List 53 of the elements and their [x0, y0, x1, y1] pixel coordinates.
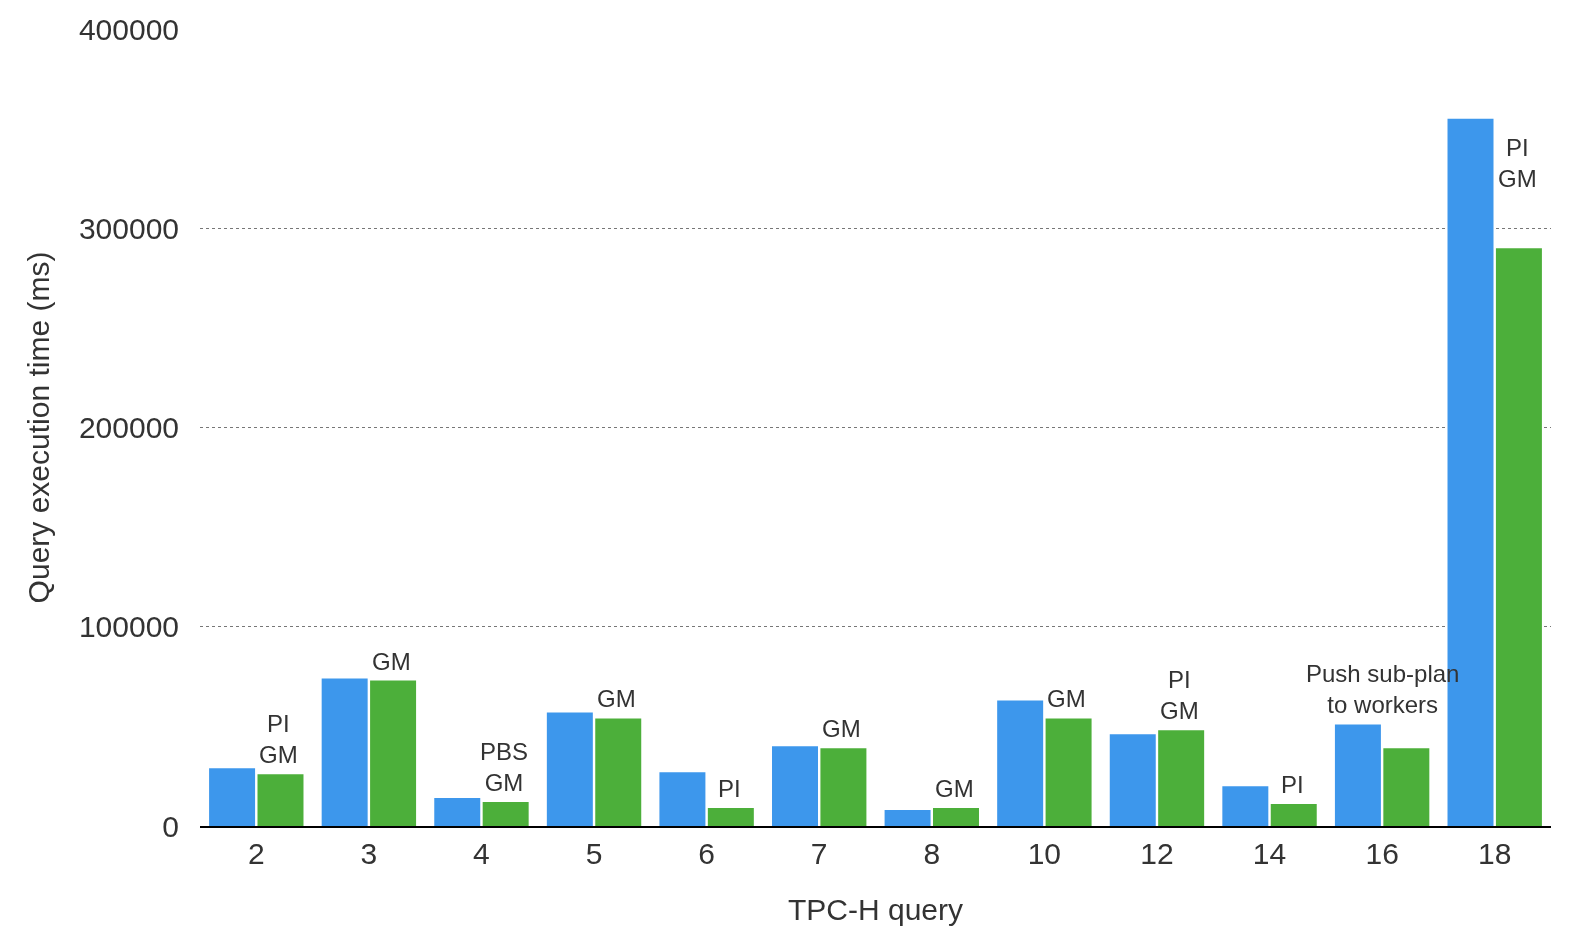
y-tick-label: 0 [162, 809, 179, 843]
y-tick-label: 300000 [78, 211, 179, 245]
bar [1334, 724, 1381, 826]
bar [933, 808, 979, 826]
bar [257, 774, 304, 826]
bar [820, 748, 867, 826]
x-tick-label: 4 [473, 837, 490, 870]
x-tick-label: 3 [360, 837, 378, 870]
bar [997, 700, 1044, 826]
bar [1109, 734, 1156, 826]
x-tick-label: 5 [585, 837, 603, 870]
x-tick-label: 10 [1027, 837, 1062, 870]
annotation: PI GM [1498, 134, 1537, 193]
x-tick-label: 16 [1365, 837, 1399, 870]
x-tick-label: 12 [1140, 837, 1174, 870]
annotation: PI GM [1160, 666, 1199, 725]
annotation: GM [1047, 685, 1086, 712]
annotation: PBS GM [480, 738, 529, 797]
y-tick-label: 200000 [78, 411, 179, 444]
bar [321, 678, 368, 826]
x-tick-label: 6 [698, 837, 715, 870]
annotation: PI [718, 775, 741, 802]
x-axis-title: TPC-H query [787, 893, 964, 926]
bar [772, 746, 818, 826]
bar [1270, 804, 1317, 826]
bar [1222, 786, 1269, 826]
bar [209, 768, 256, 826]
annotation: PI GM [259, 710, 298, 769]
x-tick-label: 2 [247, 837, 265, 870]
bar [659, 772, 706, 826]
bar [1383, 748, 1430, 826]
bar [707, 808, 754, 826]
annotation: PI [1281, 771, 1304, 798]
bar [884, 810, 931, 826]
bar [546, 712, 593, 826]
bar [434, 798, 481, 826]
bar [370, 680, 417, 826]
bar [595, 718, 642, 826]
bar [1495, 248, 1542, 826]
bar [482, 802, 529, 826]
y-tick-label: 400000 [78, 12, 179, 46]
x-tick-label: 18 [1478, 837, 1512, 870]
x-tick-label: 8 [923, 837, 941, 870]
annotation: GM [372, 648, 411, 675]
annotation: GM [822, 715, 861, 742]
y-axis-title: Query execution time (ms) [21, 251, 55, 604]
x-tick-label: 14 [1252, 837, 1287, 870]
x-tick-label: 7 [810, 837, 828, 870]
annotation: GM [597, 685, 636, 712]
y-tick-label: 100000 [78, 610, 179, 644]
bar [1158, 730, 1205, 826]
bar [1045, 718, 1092, 826]
annotation: GM [935, 775, 974, 802]
